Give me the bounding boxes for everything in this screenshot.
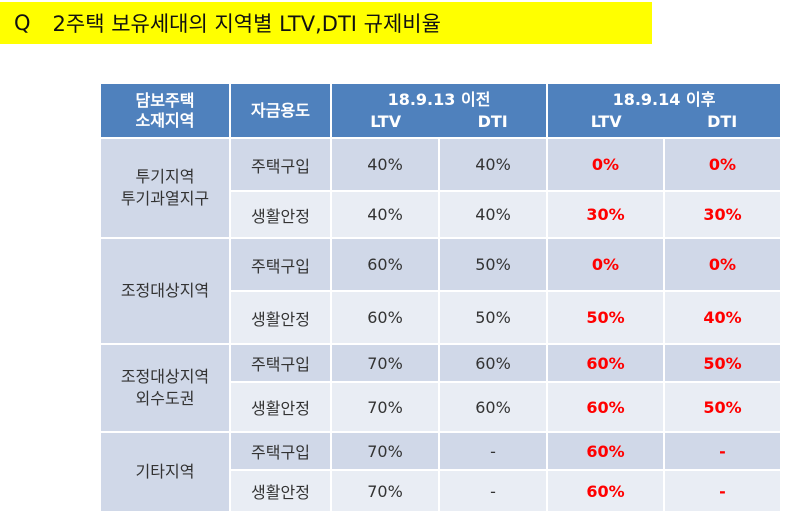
table-row: 조정대상지역 외수도권 주택구입 70% 60% 60% 50% xyxy=(99,343,782,433)
title-bar: Q 2주택 보유세대의 지역별 LTV,DTI 규제비율 xyxy=(0,2,652,44)
page-title: 2주택 보유세대의 지역별 LTV,DTI 규제비율 xyxy=(52,12,441,36)
header-after-period: 18.9.14 이후 xyxy=(612,89,716,109)
after-ltv-cell: 60% xyxy=(546,431,665,471)
after-ltv-cell: 60% xyxy=(546,381,665,433)
after-ltv-cell: 60% xyxy=(546,343,665,383)
header-region: 담보주택 소재지역 xyxy=(99,82,231,139)
before-ltv-cell: 70% xyxy=(330,343,440,383)
header-purpose: 자금용도 xyxy=(229,82,332,139)
purpose-cell: 주택구입 xyxy=(229,343,332,383)
after-dti-cell: 0% xyxy=(663,237,782,292)
before-dti-cell: - xyxy=(438,431,548,471)
before-ltv-cell: 60% xyxy=(330,290,440,345)
header-before-ltv: LTV xyxy=(370,111,402,131)
after-dti-cell: - xyxy=(663,431,782,471)
purpose-cell: 주택구입 xyxy=(229,237,332,292)
after-dti-cell: 40% xyxy=(663,290,782,345)
before-ltv-cell: 40% xyxy=(330,137,440,192)
table-row: 조정대상지역 주택구입 60% 50% 0% 0% xyxy=(99,237,782,345)
before-ltv-cell: 40% xyxy=(330,190,440,239)
before-dti-cell: 50% xyxy=(438,290,548,345)
region-cell: 조정대상지역 xyxy=(99,237,231,345)
purpose-cell: 주택구입 xyxy=(229,137,332,192)
region-cell: 기타지역 xyxy=(99,431,231,513)
purpose-cell: 생활안정 xyxy=(229,381,332,433)
before-ltv-cell: 60% xyxy=(330,237,440,292)
purpose-cell: 주택구입 xyxy=(229,431,332,471)
after-dti-cell: 30% xyxy=(663,190,782,239)
before-dti-cell: 50% xyxy=(438,237,548,292)
regulation-table: 담보주택 소재지역 자금용도 18.9.13 이전 LTV DTI 18.9.14… xyxy=(99,82,782,513)
after-dti-cell: 50% xyxy=(663,343,782,383)
before-dti-cell: 40% xyxy=(438,137,548,192)
header-after-ltv: LTV xyxy=(590,111,622,131)
header-before-dti: DTI xyxy=(477,111,508,131)
header-after: 18.9.14 이후 LTV DTI xyxy=(546,82,782,139)
region-cell: 투기지역 투기과열지구 xyxy=(99,137,231,239)
table-row: 기타지역 주택구입 70% - 60% - xyxy=(99,431,782,513)
header-after-dti: DTI xyxy=(707,111,738,131)
after-dti-cell: - xyxy=(663,469,782,513)
before-ltv-cell: 70% xyxy=(330,381,440,433)
before-ltv-cell: 70% xyxy=(330,469,440,513)
after-ltv-cell: 30% xyxy=(546,190,665,239)
after-ltv-cell: 50% xyxy=(546,290,665,345)
after-dti-cell: 0% xyxy=(663,137,782,192)
header-before: 18.9.13 이전 LTV DTI xyxy=(330,82,548,139)
table-row: 생활안정 60% 50% 50% 40% xyxy=(100,290,782,345)
before-dti-cell: 60% xyxy=(438,343,548,383)
after-dti-cell: 50% xyxy=(663,381,782,433)
after-ltv-cell: 0% xyxy=(546,237,665,292)
header-row: 담보주택 소재지역 자금용도 18.9.13 이전 LTV DTI 18.9.14… xyxy=(99,82,782,139)
after-ltv-cell: 60% xyxy=(546,469,665,513)
before-ltv-cell: 70% xyxy=(330,431,440,471)
purpose-cell: 생활안정 xyxy=(229,290,332,345)
table-row: 생활안정 70% - 60% - xyxy=(100,469,782,513)
before-dti-cell: - xyxy=(438,469,548,513)
table-row: 투기지역 투기과열지구 주택구입 40% 40% 0% 0% xyxy=(99,137,782,239)
purpose-cell: 생활안정 xyxy=(229,190,332,239)
table-row: 생활안정 40% 40% 30% 30% xyxy=(100,190,782,239)
region-cell: 조정대상지역 외수도권 xyxy=(99,343,231,433)
before-dti-cell: 40% xyxy=(438,190,548,239)
table-row: 생활안정 70% 60% 60% 50% xyxy=(100,381,782,433)
purpose-cell: 생활안정 xyxy=(229,469,332,513)
after-ltv-cell: 0% xyxy=(546,137,665,192)
question-label: Q xyxy=(14,11,31,35)
header-before-period: 18.9.13 이전 xyxy=(387,89,491,109)
before-dti-cell: 60% xyxy=(438,381,548,433)
